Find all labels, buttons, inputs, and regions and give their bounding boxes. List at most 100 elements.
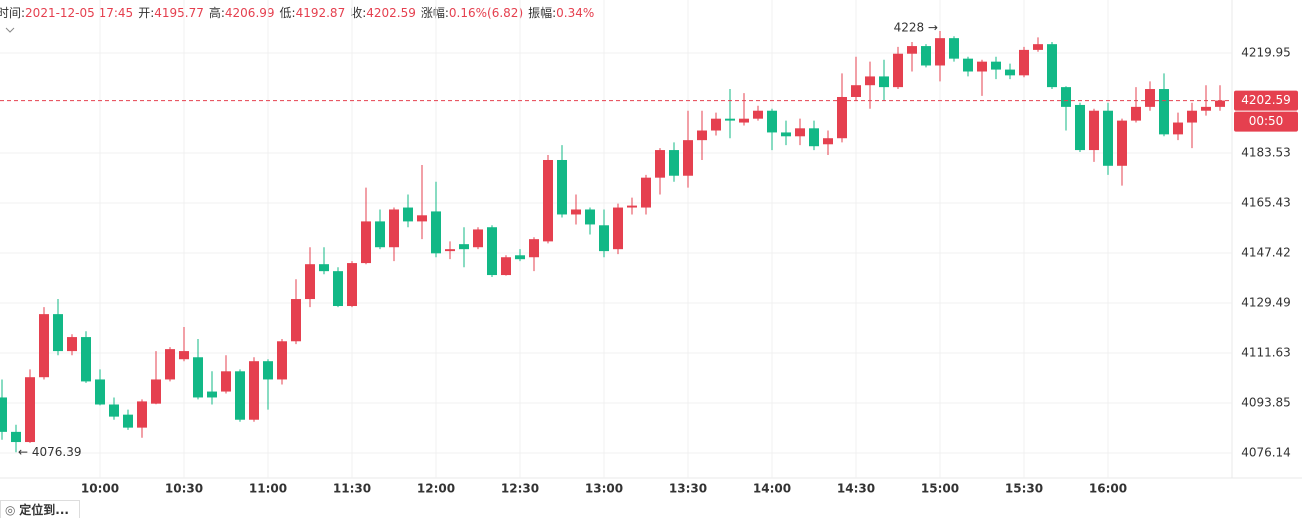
candle-body [95, 379, 105, 405]
candle-body [235, 371, 245, 420]
candle-body [851, 85, 861, 97]
candle-body [683, 140, 693, 176]
candle-body [641, 177, 651, 208]
x-tick-label: 11:30 [333, 482, 371, 496]
candle-body [543, 159, 553, 242]
locate-button[interactable]: ◎ 定位到... [0, 500, 80, 518]
candle-body [515, 255, 525, 260]
candle-body [25, 377, 35, 443]
x-tick-label: 12:30 [501, 482, 539, 496]
candle-body [1005, 69, 1015, 76]
candle-body [501, 257, 511, 276]
countdown-label: 00:50 [1249, 114, 1284, 128]
x-tick-label: 10:30 [165, 482, 203, 496]
candle-body [319, 264, 329, 272]
header-label: 涨幅: [420, 6, 449, 20]
header-label: 时间: [0, 6, 26, 20]
candle-body [907, 46, 917, 54]
candle-body [599, 225, 609, 252]
x-tick-label: 13:00 [585, 482, 623, 496]
header-value: 0.34% [556, 6, 595, 20]
candle-body [221, 371, 231, 392]
candle-body [1103, 110, 1113, 166]
candle-body [249, 361, 259, 420]
y-tick-label: 4165.43 [1241, 196, 1291, 210]
countdown-tag [1234, 111, 1298, 132]
candle-body [1089, 110, 1099, 151]
candle-body [263, 361, 273, 380]
candle-body [53, 314, 63, 352]
candle-body [949, 38, 959, 59]
candle-body [417, 215, 427, 222]
candle-body [823, 138, 833, 145]
candle-body [389, 209, 399, 248]
chart: 4076.14 4093.85 4111.63 4129.49 4147.42 4165.… [0, 0, 1302, 496]
y-tick-label: 4129.49 [1241, 295, 1291, 309]
header-value: 4195.77 [154, 6, 204, 20]
candle-body [165, 349, 175, 380]
candle-body [725, 118, 735, 121]
candle-body [1215, 100, 1225, 107]
candle-body [921, 46, 931, 66]
header-value: 2021-12-05 17:45 [25, 6, 134, 20]
price-tag [1234, 90, 1298, 111]
candle-body [977, 61, 987, 72]
candle-body [571, 209, 581, 215]
candle-body [123, 414, 133, 428]
candle-body [109, 404, 119, 417]
candle-body [879, 76, 889, 88]
price-tag-label: 4202.59 [1241, 93, 1291, 107]
candle-body [1061, 87, 1071, 107]
y-tick-label: 4219.95 [1241, 46, 1291, 60]
candle-body [991, 61, 1001, 70]
candle-body [347, 263, 357, 307]
candle-body [795, 128, 805, 137]
x-tick-label: 13:30 [669, 482, 707, 496]
y-tick-label: 4111.63 [1241, 345, 1291, 359]
candle-body [1047, 44, 1057, 88]
x-tick-label: 11:00 [249, 482, 287, 496]
candle-body [585, 209, 595, 225]
candle-body [151, 379, 161, 404]
candle-body [207, 391, 217, 398]
y-tick-label: 4183.53 [1241, 146, 1291, 160]
candle-body [893, 53, 903, 88]
x-tick-label: 16:00 [1089, 482, 1127, 496]
candle-body [0, 397, 7, 432]
candle-body [81, 337, 91, 382]
header-label: 振幅: [528, 6, 557, 20]
candle-body [39, 314, 49, 378]
candle-body [459, 244, 469, 250]
collapse-icon[interactable] [5, 27, 15, 33]
candle-body [697, 130, 707, 141]
candle-body [1173, 122, 1183, 135]
candle-body [935, 38, 945, 66]
candle-body [1019, 49, 1029, 76]
candle-body [613, 207, 623, 250]
candle-body [529, 239, 539, 258]
x-tick-label: 14:00 [753, 482, 791, 496]
y-tick-label: 4147.42 [1241, 246, 1291, 260]
candle-body [963, 58, 973, 72]
header-value: 4192.87 [295, 6, 346, 20]
candle-body [403, 207, 413, 222]
candle-body [1033, 44, 1043, 50]
candle-body [445, 249, 455, 252]
candle-body [739, 118, 749, 123]
candle-body [1201, 106, 1211, 111]
x-tick-label: 14:30 [837, 482, 875, 496]
candle-body [627, 205, 637, 208]
candle-body [1145, 89, 1155, 107]
candle-body [781, 132, 791, 137]
header-value: 4206.99 [224, 6, 275, 20]
candle-body [753, 110, 763, 119]
candle-body [193, 357, 203, 398]
candle-body [305, 264, 315, 300]
y-tick-label: 4093.85 [1241, 395, 1291, 409]
ohlc-header: 时间:2021-12-05 17:45 开:4195.77 高:4206.99 低:4… [0, 4, 599, 21]
candle-body [67, 337, 77, 352]
header-label: 高: [208, 6, 225, 20]
candle-body [837, 96, 847, 139]
candle-body [1131, 106, 1141, 121]
